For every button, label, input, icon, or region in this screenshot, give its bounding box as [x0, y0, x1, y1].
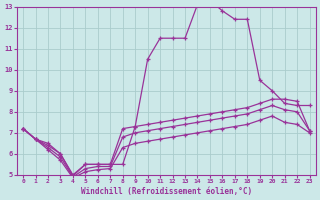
X-axis label: Windchill (Refroidissement éolien,°C): Windchill (Refroidissement éolien,°C) [81, 187, 252, 196]
